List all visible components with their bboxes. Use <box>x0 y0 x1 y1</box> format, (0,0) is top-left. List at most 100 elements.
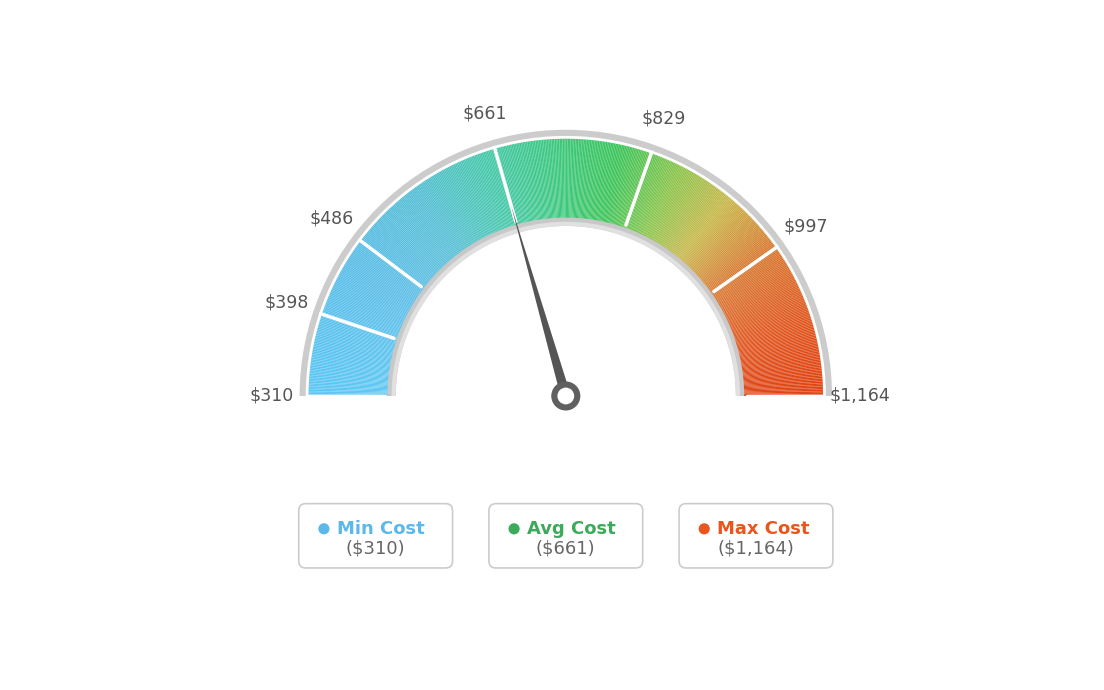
Wedge shape <box>728 327 814 352</box>
Wedge shape <box>714 276 794 319</box>
Wedge shape <box>493 148 520 235</box>
Wedge shape <box>573 139 578 228</box>
Wedge shape <box>733 375 822 384</box>
Wedge shape <box>328 295 412 331</box>
Wedge shape <box>444 169 487 248</box>
Wedge shape <box>467 158 502 242</box>
Wedge shape <box>491 150 518 235</box>
Wedge shape <box>317 329 404 353</box>
Wedge shape <box>564 139 565 228</box>
Wedge shape <box>721 299 805 334</box>
Wedge shape <box>634 161 671 243</box>
Wedge shape <box>542 139 551 229</box>
Wedge shape <box>412 189 466 262</box>
Wedge shape <box>619 152 650 237</box>
Wedge shape <box>502 146 526 233</box>
Wedge shape <box>394 203 455 271</box>
Wedge shape <box>725 317 811 345</box>
Wedge shape <box>618 152 648 237</box>
Wedge shape <box>726 323 813 349</box>
Wedge shape <box>697 236 768 293</box>
Wedge shape <box>358 244 431 297</box>
Wedge shape <box>325 306 408 338</box>
Wedge shape <box>329 294 412 331</box>
Wedge shape <box>403 196 460 266</box>
Wedge shape <box>314 342 402 362</box>
Wedge shape <box>710 264 787 310</box>
Wedge shape <box>332 286 414 326</box>
Wedge shape <box>714 278 795 320</box>
Wedge shape <box>655 178 703 255</box>
Wedge shape <box>712 270 792 315</box>
Wedge shape <box>671 196 729 266</box>
Wedge shape <box>446 168 489 248</box>
Wedge shape <box>314 343 402 362</box>
Wedge shape <box>379 219 444 281</box>
Wedge shape <box>309 386 399 391</box>
Wedge shape <box>476 155 508 239</box>
Wedge shape <box>339 273 418 317</box>
Wedge shape <box>318 326 404 351</box>
Wedge shape <box>361 239 433 295</box>
Wedge shape <box>455 164 495 245</box>
Wedge shape <box>393 223 739 396</box>
Wedge shape <box>418 184 470 259</box>
Wedge shape <box>604 146 625 233</box>
Polygon shape <box>266 396 866 536</box>
Wedge shape <box>585 140 596 229</box>
Wedge shape <box>415 187 468 260</box>
Wedge shape <box>733 380 822 386</box>
Wedge shape <box>565 139 567 228</box>
Wedge shape <box>508 145 529 233</box>
Wedge shape <box>390 208 452 274</box>
Wedge shape <box>616 150 644 236</box>
Wedge shape <box>309 372 399 382</box>
Wedge shape <box>428 178 477 255</box>
Wedge shape <box>714 275 794 318</box>
Wedge shape <box>408 192 464 264</box>
Wedge shape <box>688 220 754 282</box>
Wedge shape <box>437 172 484 250</box>
Wedge shape <box>627 156 660 240</box>
Wedge shape <box>368 230 437 289</box>
Wedge shape <box>725 315 810 344</box>
Wedge shape <box>522 142 539 230</box>
Wedge shape <box>654 177 702 254</box>
Wedge shape <box>393 204 454 272</box>
Wedge shape <box>575 139 582 228</box>
Wedge shape <box>513 144 532 232</box>
Text: $1,164: $1,164 <box>829 387 890 405</box>
Wedge shape <box>445 168 488 248</box>
Circle shape <box>551 382 581 411</box>
Text: $398: $398 <box>265 293 309 311</box>
Circle shape <box>509 523 520 535</box>
Wedge shape <box>556 139 561 228</box>
Wedge shape <box>354 248 428 300</box>
Wedge shape <box>576 139 584 228</box>
Wedge shape <box>473 156 506 239</box>
Wedge shape <box>327 299 411 334</box>
Wedge shape <box>497 148 522 235</box>
Wedge shape <box>449 166 490 246</box>
Wedge shape <box>405 194 463 265</box>
Wedge shape <box>316 335 403 357</box>
Wedge shape <box>587 141 599 230</box>
Wedge shape <box>374 224 442 284</box>
Wedge shape <box>331 288 414 326</box>
Wedge shape <box>367 232 436 290</box>
Wedge shape <box>477 154 509 239</box>
Wedge shape <box>422 182 473 257</box>
Wedge shape <box>590 141 605 230</box>
Text: Min Cost: Min Cost <box>337 520 424 538</box>
Wedge shape <box>686 215 750 279</box>
Wedge shape <box>687 217 752 280</box>
Wedge shape <box>309 378 399 386</box>
Wedge shape <box>711 268 789 313</box>
Wedge shape <box>336 279 416 321</box>
Wedge shape <box>730 342 818 362</box>
Wedge shape <box>454 164 493 245</box>
Wedge shape <box>683 213 747 277</box>
Wedge shape <box>439 171 484 250</box>
Wedge shape <box>392 221 740 396</box>
Wedge shape <box>546 139 554 228</box>
